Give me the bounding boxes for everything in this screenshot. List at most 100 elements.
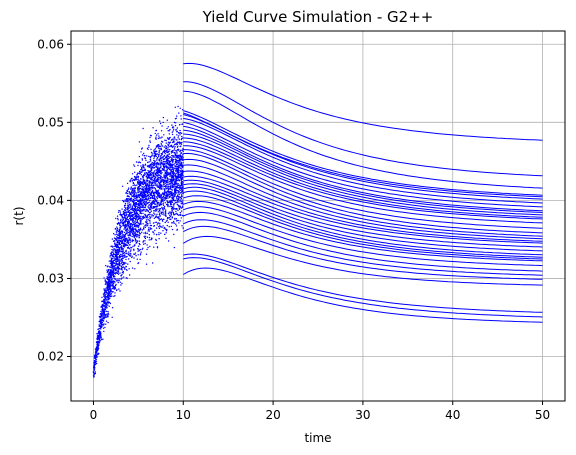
- scatter-point: [149, 211, 151, 214]
- scatter-point: [112, 270, 114, 273]
- scatter-point: [106, 271, 108, 273]
- scatter-point: [149, 141, 152, 143]
- yield-curve-line: [183, 235, 543, 286]
- scatter-point: [155, 129, 157, 132]
- scatter-point: [150, 168, 152, 170]
- scatter-point: [97, 348, 99, 351]
- scatter-point: [158, 217, 160, 219]
- scatter-point: [167, 205, 169, 208]
- scatter-point: [139, 180, 141, 183]
- scatter-point: [157, 156, 159, 159]
- scatter-point: [113, 286, 115, 289]
- scatter-point: [146, 210, 148, 212]
- scatter-point: [174, 118, 177, 120]
- scatter-point: [124, 202, 127, 205]
- scatter-point: [131, 235, 133, 238]
- scatter-point: [152, 200, 155, 202]
- scatter-point: [163, 158, 166, 160]
- scatter-point: [181, 196, 183, 198]
- scatter-point: [119, 258, 121, 261]
- scatter-point: [158, 174, 161, 176]
- scatter-point: [178, 191, 180, 193]
- scatter-point: [118, 243, 121, 246]
- scatter-point: [182, 178, 184, 180]
- scatter-point: [166, 182, 168, 184]
- scatter-point: [166, 162, 169, 164]
- scatter-point: [121, 269, 124, 271]
- scatter-point: [175, 192, 177, 194]
- scatter-point: [117, 244, 119, 246]
- scatter-point: [137, 215, 139, 217]
- scatter-point: [100, 314, 102, 317]
- scatter-point: [180, 197, 183, 200]
- scatter-point: [149, 157, 152, 159]
- scatter-point: [156, 246, 159, 248]
- yield-curve-line: [183, 164, 543, 240]
- scatter-point: [109, 280, 112, 282]
- scatter-point: [126, 269, 128, 271]
- scatter-point: [136, 224, 138, 226]
- scatter-point: [134, 231, 136, 233]
- scatter-point: [109, 281, 112, 284]
- scatter-point: [179, 107, 181, 110]
- scatter-point: [113, 272, 115, 274]
- scatter-point: [145, 197, 148, 199]
- scatter-point: [130, 235, 132, 237]
- scatter-point: [148, 213, 150, 216]
- scatter-point: [137, 164, 139, 167]
- scatter-point: [97, 353, 100, 355]
- scatter-point: [126, 182, 129, 185]
- scatter-point: [156, 197, 158, 200]
- scatter-point: [136, 241, 138, 243]
- scatter-point: [137, 186, 140, 188]
- scatter-point: [118, 264, 121, 266]
- scatter-point: [156, 224, 158, 226]
- scatter-point: [171, 175, 174, 177]
- scatter-point: [168, 133, 170, 135]
- scatter-point: [143, 195, 145, 197]
- scatter-point: [171, 197, 173, 200]
- scatter-point: [171, 185, 174, 188]
- scatter-point: [173, 147, 176, 149]
- scatter-point: [164, 173, 166, 175]
- scatter-point: [131, 189, 133, 192]
- scatter-point: [155, 233, 158, 236]
- scatter-point: [143, 182, 146, 185]
- yield-curve-line: [183, 179, 543, 248]
- scatter-point: [120, 284, 122, 286]
- scatter-point: [152, 206, 155, 208]
- scatter-point: [103, 277, 105, 279]
- scatter-point: [175, 223, 177, 225]
- scatter-point: [157, 205, 159, 207]
- scatter-point: [165, 220, 168, 222]
- scatter-point: [113, 245, 115, 248]
- scatter-point: [138, 215, 140, 218]
- scatter-point: [92, 372, 95, 374]
- yield-curve-line: [183, 137, 543, 218]
- scatter-point: [107, 297, 109, 299]
- scatter-point: [173, 195, 175, 198]
- scatter-point: [150, 160, 152, 162]
- scatter-point: [157, 190, 159, 193]
- scatter-point: [122, 236, 124, 238]
- scatter-point: [176, 172, 178, 174]
- scatter-point: [182, 227, 184, 229]
- scatter-point: [165, 139, 167, 142]
- scatter-point: [126, 227, 129, 229]
- scatter-point: [164, 233, 166, 236]
- scatter-point: [172, 213, 175, 215]
- scatter-point: [164, 170, 166, 172]
- plot-frame: [70, 30, 566, 402]
- scatter-point: [167, 147, 169, 149]
- scatter-point: [101, 308, 104, 310]
- scatter-point: [144, 172, 146, 174]
- scatter-point: [152, 174, 154, 177]
- scatter-point: [116, 227, 119, 230]
- scatter-point: [99, 320, 102, 322]
- scatter-point: [123, 216, 126, 218]
- scatter-point: [177, 186, 179, 189]
- scatter-point: [111, 316, 113, 318]
- scatter-point: [100, 335, 102, 337]
- scatter-point: [162, 186, 164, 188]
- scatter-point: [173, 197, 175, 199]
